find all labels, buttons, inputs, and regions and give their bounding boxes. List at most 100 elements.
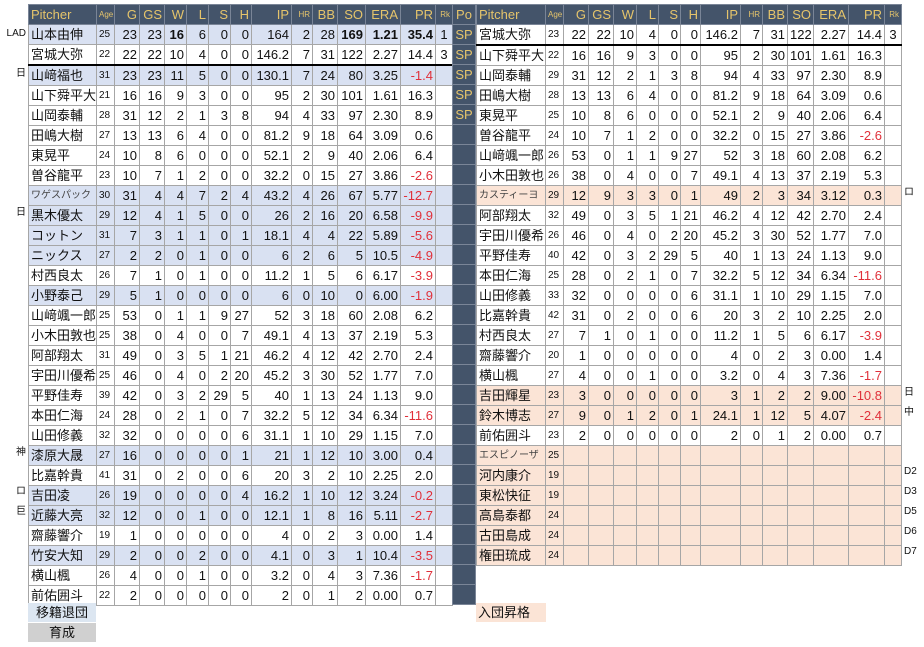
column-header-age[interactable]: Age [96, 4, 115, 25]
column-header-pitcher[interactable]: Pitcher [476, 4, 546, 25]
column-header-bb[interactable]: BB [762, 4, 788, 25]
column-header-rk[interactable]: Rk [884, 4, 902, 25]
column-header-pitcher[interactable]: Pitcher [28, 4, 97, 25]
table-row[interactable]: 小木田敦也 25 38 0 4 0 0 7 49.1 4 13 37 2.19 5.3 [28, 325, 453, 346]
cell-h: 7 [230, 405, 252, 426]
table-row[interactable]: 前佑囲斗 23 2 0 0 0 0 0 2 0 1 2 0.00 0.7 [476, 425, 902, 446]
table-row[interactable]: 山下舜平大 22 16 16 9 3 0 0 95 2 30 101 1.61 16.3 [476, 44, 902, 66]
table-row[interactable]: 小木田敦也 26 38 0 4 0 0 7 49.1 4 13 37 2.19 5.3 [476, 165, 902, 186]
column-header-w[interactable]: W [613, 4, 637, 25]
table-row[interactable]: 山岡泰輔 29 31 12 2 1 3 8 94 4 33 97 2.30 8.9 [476, 65, 902, 86]
cell-pr: 7.0 [400, 365, 436, 386]
table-row[interactable]: カスティーヨ 29 12 9 3 3 0 1 49 2 3 34 3.12 0.3 [476, 185, 902, 206]
table-row[interactable]: 近藤大亮 32 12 0 0 1 0 0 12.1 1 8 16 5.11 -2.7 [28, 505, 453, 526]
table-row[interactable]: 山﨑颯一郎 25 53 0 1 1 9 27 52 3 18 60 2.08 6.2 [28, 305, 453, 326]
table-row[interactable]: 東松快征 19 [476, 485, 902, 506]
table-row[interactable]: 阿部翔太 31 49 0 3 5 1 21 46.2 4 12 42 2.70 2.4 [28, 345, 453, 366]
column-header-pr[interactable]: PR [400, 4, 436, 25]
team-note: 神 [16, 446, 26, 458]
column-header-h[interactable]: H [680, 4, 701, 25]
table-row[interactable]: 東晃平 25 10 8 6 0 0 0 52.1 2 9 40 2.06 6.4 [476, 105, 902, 126]
table-row[interactable]: 山﨑福也 31 23 23 11 5 0 0 130.1 7 24 80 3.25 -1.4 [28, 64, 453, 86]
cell-pr: -11.6 [400, 405, 436, 426]
table-row[interactable]: ワゲスパック 30 31 4 4 7 2 4 43.2 4 26 67 5.77 -12.7 [28, 185, 453, 206]
table-row[interactable]: 権田琉成 24 [476, 545, 902, 566]
column-header-rk[interactable]: Rk [435, 4, 453, 25]
table-row[interactable]: 宮城大弥 22 22 22 10 4 0 0 146.2 7 31 122 2.27 14.4 3 [28, 44, 453, 66]
cell-era: 2.25 [365, 465, 401, 486]
cell-g: 10 [563, 105, 589, 126]
column-header-hr[interactable]: HR [740, 4, 763, 25]
column-header-era[interactable]: ERA [365, 4, 401, 25]
table-row[interactable]: ニックス 27 2 2 0 1 0 0 6 2 6 5 10.5 -4.9 [28, 245, 453, 266]
table-row[interactable]: 宇田川優希 25 46 0 4 0 2 20 45.2 3 30 52 1.77 7.0 [28, 365, 453, 386]
table-row[interactable]: 横山楓 26 4 0 0 1 0 0 3.2 0 4 3 7.36 -1.7 [28, 565, 453, 586]
team-note: ロ [16, 486, 26, 498]
table-row[interactable]: 黒木優太 29 12 4 1 5 0 0 26 2 16 20 6.58 -9.9 [28, 205, 453, 226]
table-row[interactable]: 古田島成 24 [476, 525, 902, 546]
table-row[interactable]: 宇田川優希 26 46 0 4 0 2 20 45.2 3 30 52 1.77 7.0 [476, 225, 902, 246]
table-row[interactable]: 田嶋大樹 27 13 13 6 4 0 0 81.2 9 18 64 3.09 0.6 [28, 125, 453, 146]
table-row[interactable]: 宮城大弥 23 22 22 10 4 0 0 146.2 7 31 122 2.27 14.4 3 [476, 24, 902, 46]
table-row[interactable]: 山田修義 33 32 0 0 0 0 6 31.1 1 10 29 1.15 7.0 [476, 285, 902, 306]
table-row[interactable]: 齋藤響介 19 1 0 0 0 0 0 4 0 2 3 0.00 1.4 [28, 525, 453, 546]
column-header-gs[interactable]: GS [588, 4, 614, 25]
column-header-s[interactable]: S [658, 4, 681, 25]
column-header-so[interactable]: SO [337, 4, 366, 25]
column-header-age[interactable]: Age [545, 4, 564, 25]
column-header-l[interactable]: L [186, 4, 209, 25]
cell-ip: 146.2 [700, 24, 741, 46]
table-row[interactable]: 東晃平 24 10 8 6 0 0 0 52.1 2 9 40 2.06 6.4 [28, 145, 453, 166]
column-header-w[interactable]: W [164, 4, 187, 25]
table-row[interactable]: コットン 31 7 3 1 1 0 1 18.1 4 4 22 5.89 -5.6 [28, 225, 453, 246]
table-row[interactable]: 山本由伸 25 23 23 16 6 0 0 164 2 28 169 1.21 35.4 1 [28, 24, 453, 45]
table-row[interactable]: 山田修義 32 32 0 0 0 0 6 31.1 1 10 29 1.15 7.0 [28, 425, 453, 446]
table-row[interactable]: 本田仁海 25 28 0 2 1 0 7 32.2 5 12 34 6.34 -11.6 [476, 265, 902, 286]
column-header-ip[interactable]: IP [700, 4, 741, 25]
cell-era: 7.36 [365, 565, 401, 586]
table-row[interactable]: 平野佳寿 39 42 0 3 2 29 5 40 1 13 24 1.13 9.0 [28, 385, 453, 406]
table-row[interactable]: 比嘉幹貴 41 31 0 2 0 0 6 20 3 2 10 2.25 2.0 [28, 465, 453, 486]
table-row[interactable]: 村西良太 27 7 1 0 1 0 0 11.2 1 5 6 6.17 -3.9 [476, 325, 902, 346]
column-header-era[interactable]: ERA [813, 4, 849, 25]
table-row[interactable]: 河内康介 19 [476, 465, 902, 486]
position-cell [452, 504, 476, 525]
column-header-hr[interactable]: HR [291, 4, 313, 25]
table-row[interactable]: 山﨑颯一郎 26 53 0 1 1 9 27 52 3 18 60 2.08 6.2 [476, 145, 902, 166]
column-header-g[interactable]: G [114, 4, 140, 25]
column-header-bb[interactable]: BB [312, 4, 338, 25]
cell-rk [435, 585, 453, 606]
table-row[interactable]: 平野佳寿 40 42 0 3 2 29 5 40 1 13 24 1.13 9.0 [476, 245, 902, 266]
column-header-pr[interactable]: PR [848, 4, 885, 25]
table-row[interactable]: 村西良太 26 7 1 0 1 0 0 11.2 1 5 6 6.17 -3.9 [28, 265, 453, 286]
column-header-ip[interactable]: IP [251, 4, 292, 25]
column-header-so[interactable]: SO [787, 4, 814, 25]
table-row[interactable]: 横山楓 27 4 0 0 1 0 0 3.2 0 4 3 7.36 -1.7 [476, 365, 902, 386]
table-row[interactable]: 漆原大晟 27 16 0 0 0 0 1 21 1 12 10 3.00 0.4 [28, 445, 453, 466]
table-row[interactable]: 山下舜平大 21 16 16 9 3 0 0 95 2 30 101 1.61 16.3 [28, 85, 453, 106]
table-row[interactable]: 田嶋大樹 28 13 13 6 4 0 0 81.2 9 18 64 3.09 0.6 [476, 85, 902, 106]
table-row[interactable]: 小野泰己 29 5 1 0 0 0 0 6 0 10 0 6.00 -1.9 [28, 285, 453, 306]
table-row[interactable]: 鈴木博志 27 9 0 1 2 0 1 24.1 1 12 5 4.07 -2.4 [476, 405, 902, 426]
table-row[interactable]: 阿部翔太 32 49 0 3 5 1 21 46.2 4 12 42 2.70 2.4 [476, 205, 902, 226]
table-row[interactable]: 曽谷龍平 23 10 7 1 2 0 0 32.2 0 15 27 3.86 -2.6 [28, 165, 453, 186]
table-row[interactable]: 曽谷龍平 24 10 7 1 2 0 0 32.2 0 15 27 3.86 -2.6 [476, 125, 902, 146]
table-row[interactable]: 吉田凌 26 19 0 0 0 0 4 16.2 1 10 12 3.24 -0.2 [28, 485, 453, 506]
table-row[interactable]: 比嘉幹貴 42 31 0 2 0 0 6 20 3 2 10 2.25 2.0 [476, 305, 902, 326]
table-row[interactable]: 齋藤響介 20 1 0 0 0 0 0 4 0 2 3 0.00 1.4 [476, 345, 902, 366]
table-row[interactable]: 前佑囲斗 22 2 0 0 0 0 0 2 0 1 2 0.00 0.7 [28, 585, 453, 606]
table-row[interactable]: 山岡泰輔 28 31 12 2 1 3 8 94 4 33 97 2.30 8.9 [28, 105, 453, 126]
table-row[interactable]: 高島泰都 24 [476, 505, 902, 526]
table-row[interactable]: エスピノーザ 25 [476, 445, 902, 466]
cell-ip: 81.2 [700, 85, 741, 106]
column-header-s[interactable]: S [208, 4, 231, 25]
table-row[interactable]: 本田仁海 24 28 0 2 1 0 7 32.2 5 12 34 6.34 -11.6 [28, 405, 453, 426]
table-row[interactable]: 竹安大知 29 2 0 0 2 0 0 4.1 0 3 1 10.4 -3.5 [28, 545, 453, 566]
table-row[interactable]: 吉田輝星 23 3 0 0 0 0 0 3 1 2 2 9.00 -10.8 [476, 385, 902, 406]
cell-l: 0 [186, 285, 209, 306]
column-header-po[interactable]: Po [452, 4, 476, 25]
column-header-gs[interactable]: GS [139, 4, 165, 25]
column-header-h[interactable]: H [230, 4, 252, 25]
column-header-l[interactable]: L [636, 4, 659, 25]
column-header-g[interactable]: G [563, 4, 589, 25]
